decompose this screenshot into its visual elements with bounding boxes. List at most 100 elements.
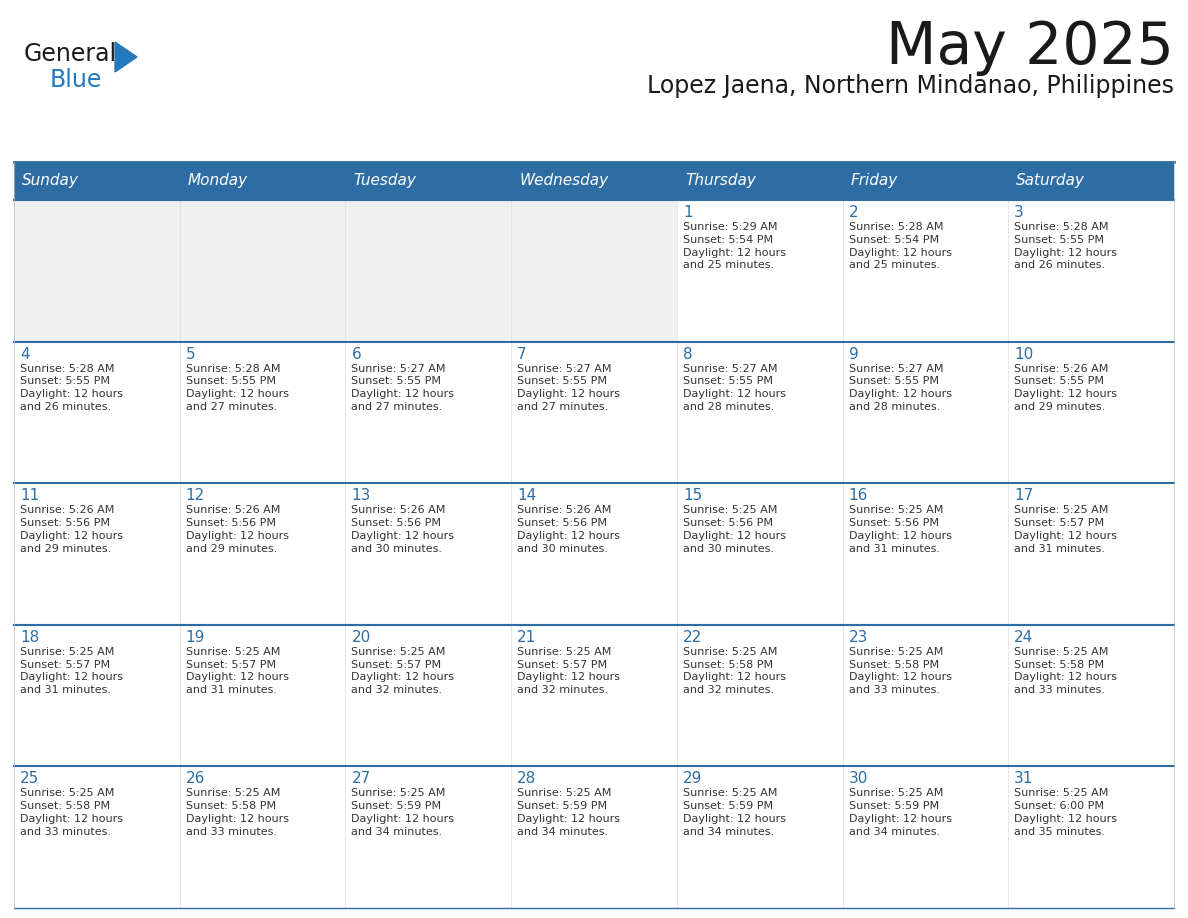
Bar [511,200,677,341]
Text: 2: 2 [848,205,858,220]
Text: 6: 6 [352,347,361,362]
Text: Sunrise: 5:26 AM
Sunset: 5:56 PM
Daylight: 12 hours
and 29 minutes.: Sunrise: 5:26 AM Sunset: 5:56 PM Dayligh… [185,505,289,554]
Bar [14,162,1174,200]
Bar [179,625,346,767]
Text: 1: 1 [683,205,693,220]
Bar [511,483,677,625]
Text: 31: 31 [1015,771,1034,787]
Text: Sunrise: 5:27 AM
Sunset: 5:55 PM
Daylight: 12 hours
and 28 minutes.: Sunrise: 5:27 AM Sunset: 5:55 PM Dayligh… [848,364,952,412]
Text: 5: 5 [185,347,195,362]
Bar [346,767,511,908]
Text: 30: 30 [848,771,868,787]
Text: 11: 11 [20,488,39,503]
Text: Tuesday: Tuesday [353,174,416,188]
Text: 10: 10 [1015,347,1034,362]
Bar [677,341,842,483]
Text: Sunrise: 5:26 AM
Sunset: 5:56 PM
Daylight: 12 hours
and 30 minutes.: Sunrise: 5:26 AM Sunset: 5:56 PM Dayligh… [517,505,620,554]
Text: Friday: Friday [851,174,898,188]
Bar [346,625,511,767]
Text: 24: 24 [1015,630,1034,644]
Text: 28: 28 [517,771,537,787]
Bar [842,200,1009,341]
Bar [346,341,511,483]
Text: Sunrise: 5:25 AM
Sunset: 5:59 PM
Daylight: 12 hours
and 34 minutes.: Sunrise: 5:25 AM Sunset: 5:59 PM Dayligh… [683,789,785,837]
Bar [346,483,511,625]
Bar [842,341,1009,483]
Bar [179,341,346,483]
Text: 27: 27 [352,771,371,787]
Bar [842,625,1009,767]
Text: 8: 8 [683,347,693,362]
Bar [1009,483,1174,625]
Text: Sunrise: 5:28 AM
Sunset: 5:55 PM
Daylight: 12 hours
and 27 minutes.: Sunrise: 5:28 AM Sunset: 5:55 PM Dayligh… [185,364,289,412]
Text: 29: 29 [683,771,702,787]
Text: Lopez Jaena, Northern Mindanao, Philippines: Lopez Jaena, Northern Mindanao, Philippi… [647,74,1174,98]
Bar [677,483,842,625]
Text: 26: 26 [185,771,206,787]
Bar [511,341,677,483]
Text: Sunrise: 5:28 AM
Sunset: 5:55 PM
Daylight: 12 hours
and 26 minutes.: Sunrise: 5:28 AM Sunset: 5:55 PM Dayligh… [1015,222,1117,271]
Text: Sunrise: 5:25 AM
Sunset: 5:58 PM
Daylight: 12 hours
and 32 minutes.: Sunrise: 5:25 AM Sunset: 5:58 PM Dayligh… [683,647,785,695]
Text: Sunrise: 5:25 AM
Sunset: 5:58 PM
Daylight: 12 hours
and 33 minutes.: Sunrise: 5:25 AM Sunset: 5:58 PM Dayligh… [848,647,952,695]
Text: 18: 18 [20,630,39,644]
Text: Sunrise: 5:25 AM
Sunset: 5:56 PM
Daylight: 12 hours
and 31 minutes.: Sunrise: 5:25 AM Sunset: 5:56 PM Dayligh… [848,505,952,554]
Bar [346,200,511,341]
Bar [1009,625,1174,767]
Bar [842,767,1009,908]
Bar [14,767,179,908]
Text: Sunrise: 5:25 AM
Sunset: 5:56 PM
Daylight: 12 hours
and 30 minutes.: Sunrise: 5:25 AM Sunset: 5:56 PM Dayligh… [683,505,785,554]
Text: 12: 12 [185,488,206,503]
Bar [511,767,677,908]
Text: 4: 4 [20,347,30,362]
Text: Blue: Blue [50,68,102,92]
Text: Sunrise: 5:29 AM
Sunset: 5:54 PM
Daylight: 12 hours
and 25 minutes.: Sunrise: 5:29 AM Sunset: 5:54 PM Dayligh… [683,222,785,271]
Text: Sunrise: 5:25 AM
Sunset: 5:58 PM
Daylight: 12 hours
and 33 minutes.: Sunrise: 5:25 AM Sunset: 5:58 PM Dayligh… [1015,647,1117,695]
Text: 15: 15 [683,488,702,503]
Text: Saturday: Saturday [1016,174,1085,188]
Text: May 2025: May 2025 [886,19,1174,76]
Text: Sunrise: 5:27 AM
Sunset: 5:55 PM
Daylight: 12 hours
and 28 minutes.: Sunrise: 5:27 AM Sunset: 5:55 PM Dayligh… [683,364,785,412]
Text: Sunrise: 5:28 AM
Sunset: 5:54 PM
Daylight: 12 hours
and 25 minutes.: Sunrise: 5:28 AM Sunset: 5:54 PM Dayligh… [848,222,952,271]
Bar [677,767,842,908]
Bar [14,625,179,767]
Text: 21: 21 [517,630,537,644]
Text: Sunrise: 5:28 AM
Sunset: 5:55 PM
Daylight: 12 hours
and 26 minutes.: Sunrise: 5:28 AM Sunset: 5:55 PM Dayligh… [20,364,124,412]
Text: General: General [24,42,118,66]
Text: 16: 16 [848,488,868,503]
Bar [179,767,346,908]
Text: Sunrise: 5:26 AM
Sunset: 5:55 PM
Daylight: 12 hours
and 29 minutes.: Sunrise: 5:26 AM Sunset: 5:55 PM Dayligh… [1015,364,1117,412]
Text: Sunrise: 5:26 AM
Sunset: 5:56 PM
Daylight: 12 hours
and 30 minutes.: Sunrise: 5:26 AM Sunset: 5:56 PM Dayligh… [352,505,455,554]
Bar [14,200,179,341]
Text: Sunrise: 5:25 AM
Sunset: 5:57 PM
Daylight: 12 hours
and 31 minutes.: Sunrise: 5:25 AM Sunset: 5:57 PM Dayligh… [1015,505,1117,554]
Text: 23: 23 [848,630,868,644]
Text: Sunrise: 5:25 AM
Sunset: 5:59 PM
Daylight: 12 hours
and 34 minutes.: Sunrise: 5:25 AM Sunset: 5:59 PM Dayligh… [517,789,620,837]
Bar [677,625,842,767]
Text: 20: 20 [352,630,371,644]
Text: Monday: Monday [188,174,248,188]
Text: Sunrise: 5:25 AM
Sunset: 5:57 PM
Daylight: 12 hours
and 31 minutes.: Sunrise: 5:25 AM Sunset: 5:57 PM Dayligh… [20,647,124,695]
Bar [14,483,179,625]
Text: Sunday: Sunday [23,174,78,188]
Text: 9: 9 [848,347,858,362]
Bar [511,625,677,767]
Text: 17: 17 [1015,488,1034,503]
Text: 7: 7 [517,347,526,362]
Text: Thursday: Thursday [684,174,756,188]
Text: 22: 22 [683,630,702,644]
Text: Sunrise: 5:25 AM
Sunset: 5:57 PM
Daylight: 12 hours
and 32 minutes.: Sunrise: 5:25 AM Sunset: 5:57 PM Dayligh… [517,647,620,695]
Text: Sunrise: 5:25 AM
Sunset: 6:00 PM
Daylight: 12 hours
and 35 minutes.: Sunrise: 5:25 AM Sunset: 6:00 PM Dayligh… [1015,789,1117,837]
Text: 3: 3 [1015,205,1024,220]
Text: Sunrise: 5:25 AM
Sunset: 5:58 PM
Daylight: 12 hours
and 33 minutes.: Sunrise: 5:25 AM Sunset: 5:58 PM Dayligh… [20,789,124,837]
Bar [179,200,346,341]
Text: Sunrise: 5:26 AM
Sunset: 5:56 PM
Daylight: 12 hours
and 29 minutes.: Sunrise: 5:26 AM Sunset: 5:56 PM Dayligh… [20,505,124,554]
Bar [1009,200,1174,341]
Polygon shape [115,42,137,72]
Bar [1009,341,1174,483]
Text: Wednesday: Wednesday [519,174,608,188]
Bar [14,341,179,483]
Text: Sunrise: 5:27 AM
Sunset: 5:55 PM
Daylight: 12 hours
and 27 minutes.: Sunrise: 5:27 AM Sunset: 5:55 PM Dayligh… [352,364,455,412]
Bar [677,200,842,341]
Text: 25: 25 [20,771,39,787]
Text: Sunrise: 5:27 AM
Sunset: 5:55 PM
Daylight: 12 hours
and 27 minutes.: Sunrise: 5:27 AM Sunset: 5:55 PM Dayligh… [517,364,620,412]
Text: 13: 13 [352,488,371,503]
